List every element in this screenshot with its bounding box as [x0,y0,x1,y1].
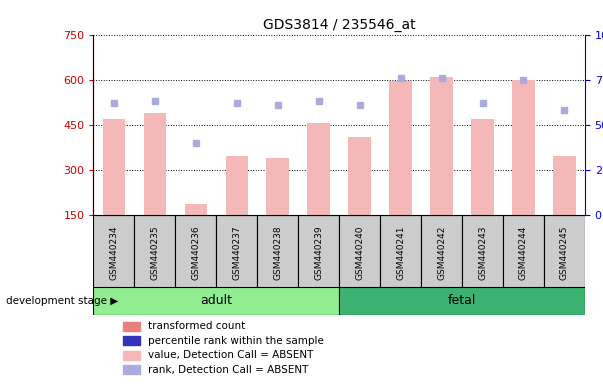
Bar [123,322,140,331]
Text: fetal: fetal [448,294,476,307]
Text: GSM440234: GSM440234 [109,225,118,280]
Bar [93,287,339,314]
Bar [267,158,289,215]
Bar [553,156,576,215]
Bar [103,119,125,215]
Bar [462,215,503,287]
Text: GSM440242: GSM440242 [437,225,446,280]
Bar [339,287,585,314]
Bar [123,365,140,374]
Bar [226,156,248,215]
Bar [123,336,140,346]
Bar [123,351,140,360]
Bar [512,79,535,215]
Bar [390,81,412,215]
Bar [472,119,494,215]
Bar [544,215,585,287]
Text: development stage ▶: development stage ▶ [6,296,118,306]
Text: rank, Detection Call = ABSENT: rank, Detection Call = ABSENT [148,365,308,375]
Text: GSM440244: GSM440244 [519,225,528,280]
Text: transformed count: transformed count [148,321,245,331]
Bar [298,215,339,287]
Text: GSM440239: GSM440239 [314,225,323,280]
Bar [380,215,421,287]
Text: GSM440236: GSM440236 [191,225,200,280]
Bar [503,215,544,287]
Bar [339,215,380,287]
Bar [431,76,453,215]
Bar [93,215,134,287]
Bar [349,137,371,215]
Text: percentile rank within the sample: percentile rank within the sample [148,336,323,346]
Text: GSM440237: GSM440237 [232,225,241,280]
Bar [134,215,175,287]
Text: GSM440235: GSM440235 [150,225,159,280]
Text: GSM440240: GSM440240 [355,225,364,280]
Bar [144,113,166,215]
Text: GSM440243: GSM440243 [478,225,487,280]
Bar [175,215,216,287]
Bar [421,215,462,287]
Text: GSM440238: GSM440238 [273,225,282,280]
Text: adult: adult [200,294,232,307]
Text: GSM440245: GSM440245 [560,225,569,280]
Bar [185,204,207,215]
Title: GDS3814 / 235546_at: GDS3814 / 235546_at [263,18,415,32]
Bar [308,123,330,215]
Bar [257,215,298,287]
Text: value, Detection Call = ABSENT: value, Detection Call = ABSENT [148,350,313,360]
Bar [216,215,257,287]
Text: GSM440241: GSM440241 [396,225,405,280]
